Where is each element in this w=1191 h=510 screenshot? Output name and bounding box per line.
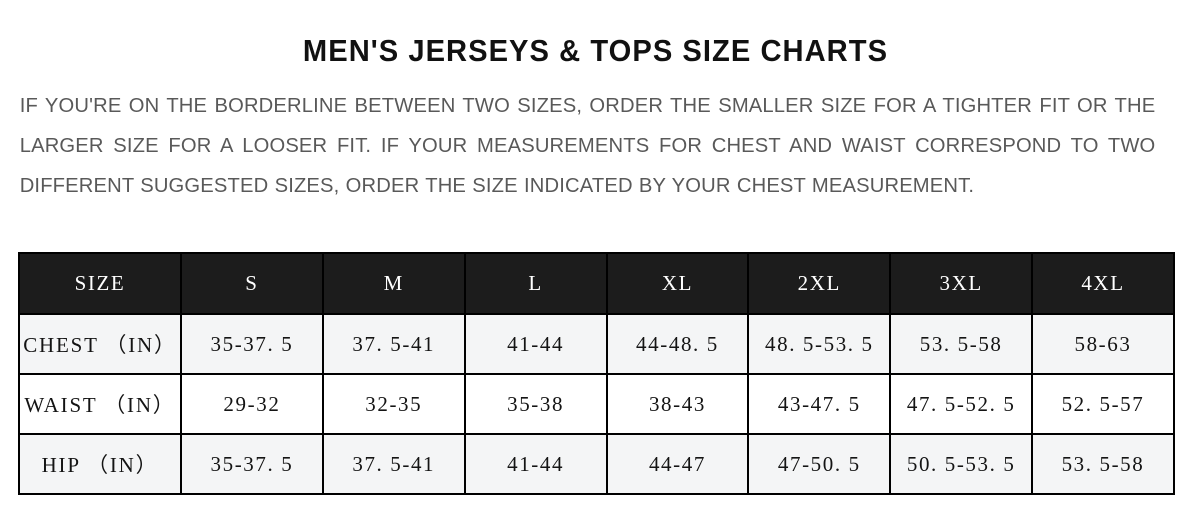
- cell-chest-l: 41-44: [463, 313, 608, 375]
- cell-chest-xl: 44-48. 5: [605, 313, 750, 375]
- cell-waist-s: 29-32: [180, 373, 324, 435]
- cell-hip-2xl: 47-50. 5: [747, 433, 892, 495]
- cell-waist-m: 32-35: [321, 373, 466, 435]
- page-title: MEN'S JERSEYS & TOPS SIZE CHARTS: [302, 33, 889, 68]
- table-body: CHEST （IN） 35-37. 5 37. 5-41 41-44 44-48…: [18, 313, 1175, 495]
- table-row: WAIST （IN） 29-32 32-35 35-38 38-43 43-47…: [18, 373, 1175, 435]
- cell-hip-3xl: 50. 5-53. 5: [889, 433, 1034, 495]
- column-header-2xl: 2XL: [747, 252, 892, 315]
- size-chart-table: SIZE S M L XL 2XL 3XL 4XL CHEST （IN） 35-…: [18, 252, 1175, 495]
- table-header: SIZE S M L XL 2XL 3XL 4XL: [18, 252, 1175, 315]
- cell-chest-2xl: 48. 5-53. 5: [747, 313, 892, 375]
- cell-waist-4xl: 52. 5-57: [1031, 373, 1175, 435]
- table-row: CHEST （IN） 35-37. 5 37. 5-41 41-44 44-48…: [18, 313, 1175, 375]
- row-label-chest: CHEST （IN）: [18, 313, 182, 375]
- row-label-hip: HIP （IN）: [18, 433, 182, 495]
- cell-waist-l: 35-38: [463, 373, 608, 435]
- cell-hip-xl: 44-47: [605, 433, 750, 495]
- cell-waist-3xl: 47. 5-52. 5: [889, 373, 1034, 435]
- cell-chest-3xl: 53. 5-58: [889, 313, 1034, 375]
- cell-hip-l: 41-44: [463, 433, 608, 495]
- sizing-guidance-text: IF YOU'RE ON THE BORDERLINE BETWEEN TWO …: [19, 94, 1156, 197]
- cell-waist-2xl: 43-47. 5: [747, 373, 892, 435]
- table-row: HIP （IN） 35-37. 5 37. 5-41 41-44 44-47 4…: [18, 433, 1175, 495]
- column-header-m: M: [321, 252, 466, 315]
- cell-chest-s: 35-37. 5: [180, 313, 324, 375]
- column-header-s: S: [180, 252, 324, 315]
- cell-chest-4xl: 58-63: [1031, 313, 1175, 375]
- size-chart-table-container: SIZE S M L XL 2XL 3XL 4XL CHEST （IN） 35-…: [18, 252, 1175, 495]
- column-header-l: L: [463, 252, 608, 315]
- cell-hip-s: 35-37. 5: [180, 433, 324, 495]
- table-header-row: SIZE S M L XL 2XL 3XL 4XL: [18, 252, 1175, 315]
- column-header-3xl: 3XL: [889, 252, 1034, 315]
- column-header-xl: XL: [605, 252, 750, 315]
- cell-hip-m: 37. 5-41: [321, 433, 466, 495]
- cell-chest-m: 37. 5-41: [321, 313, 466, 375]
- cell-hip-4xl: 53. 5-58: [1031, 433, 1175, 495]
- column-header-4xl: 4XL: [1031, 252, 1175, 315]
- row-label-waist: WAIST （IN）: [18, 373, 182, 435]
- cell-waist-xl: 38-43: [605, 373, 750, 435]
- column-header-size: SIZE: [18, 252, 182, 315]
